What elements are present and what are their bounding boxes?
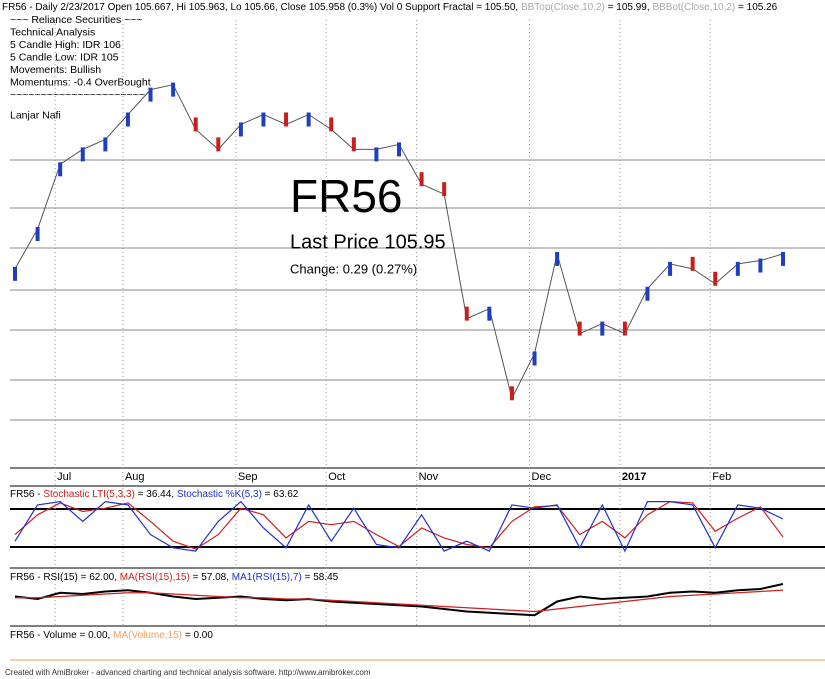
candle: [193, 117, 198, 132]
x-tick-label: Feb: [712, 471, 731, 483]
candle: [464, 306, 469, 321]
candle: [58, 162, 63, 177]
candle: [171, 82, 176, 97]
last-price: Last Price 105.95: [290, 231, 446, 253]
candle: [577, 321, 582, 336]
header-part: BBTop(Close,10,2): [521, 2, 605, 13]
annotation: Movements: Bullish: [10, 64, 101, 76]
candle: [600, 321, 605, 336]
header-part: = 57.08,: [190, 572, 232, 583]
header-part: FR56 - RSI(15) = 62.00,: [10, 572, 120, 583]
pane-header: FR56 - Stochastic LTI(5,3,3) = 36.44, St…: [10, 489, 299, 500]
pane-header: FR56 - Volume = 0.00, MA(Volume,15) = 0.…: [10, 630, 213, 641]
candle: [306, 112, 311, 127]
annotation: ~~~ Reliance Securities ~~~: [10, 14, 143, 26]
x-tick-label: Nov: [419, 471, 439, 483]
candle: [216, 137, 221, 152]
pane-header: FR56 - Daily 2/23/2017 Open 105.667, Hi …: [2, 2, 778, 13]
header-part: MA(Volume,15): [113, 630, 182, 641]
change: Change: 0.29 (0.27%): [290, 261, 417, 276]
candle: [442, 182, 447, 197]
candle: [781, 251, 785, 266]
header-part: Stochastic LTI(5,3,3): [43, 489, 135, 500]
annotation: 5 Candle Low: IDR 105: [10, 51, 119, 63]
candle: [419, 172, 424, 187]
header-part: MA1(RSI(15),7): [232, 572, 302, 583]
candle: [261, 112, 266, 127]
candle: [509, 386, 514, 401]
price-levels: [10, 159, 825, 421]
header-part: BBBot(Close,10,2): [652, 2, 735, 13]
candle: [13, 266, 17, 281]
candle: [622, 321, 627, 336]
x-tick-label: 2017: [622, 471, 646, 483]
pane-header: FR56 - RSI(15) = 62.00, MA(RSI(15),15) =…: [10, 572, 339, 583]
candle: [80, 147, 85, 162]
indicator-line: [14, 500, 784, 550]
annotation: 5 Candle High: IDR 106: [10, 39, 121, 51]
header-part: = 63.62: [262, 489, 299, 500]
candle: [555, 251, 560, 266]
candle: [397, 142, 401, 157]
indicator-line: [15, 589, 784, 613]
indicator-line: [14, 583, 784, 617]
header-part: = 58.45: [302, 572, 339, 583]
header-part: = 36.44,: [135, 489, 177, 500]
candle: [148, 87, 153, 102]
annotation: Momentums: -0.4 OverBought: [10, 76, 151, 88]
annotation: ~~~~~~~~~~~~~~~~~~~~~~: [10, 89, 145, 101]
candle: [645, 286, 650, 301]
candle: [758, 258, 763, 273]
candle: [668, 261, 673, 276]
candle: [374, 147, 379, 162]
candle: [351, 137, 356, 152]
candle: [735, 261, 740, 276]
header-part: FR56 - Volume = 0.00,: [10, 630, 113, 641]
x-tick-label: Oct: [328, 471, 345, 483]
candle: [487, 306, 492, 321]
candle: [532, 351, 537, 366]
footer: Created with AmiBroker - advanced charti…: [5, 668, 371, 677]
symbol: FR56: [290, 170, 402, 222]
annotation: Technical Analysis: [10, 26, 95, 38]
header-part: FR56 -: [10, 489, 43, 500]
indicator-line: [14, 500, 784, 553]
candle: [238, 122, 243, 137]
candle: [125, 112, 130, 127]
header-part: = 105.26: [735, 2, 777, 13]
header-part: = 105.99,: [605, 2, 653, 13]
x-tick-label: Sep: [238, 471, 258, 483]
pane-borders: [10, 467, 825, 661]
candle: [690, 256, 695, 271]
header-part: FR56 - Daily 2/23/2017 Open 105.667, Hi …: [2, 2, 521, 13]
annotation: Lanjar Nafi: [10, 109, 61, 121]
header-part: = 0.00: [182, 630, 213, 641]
candle: [35, 227, 40, 242]
header-part: Stochastic %K(5,3): [177, 489, 262, 500]
x-tick-label: Jul: [57, 471, 71, 483]
header-part: MA(RSI(15),15): [120, 572, 190, 583]
candle: [103, 137, 108, 152]
x-tick-label: Dec: [532, 471, 552, 483]
x-tick-label: Aug: [125, 471, 145, 483]
candle: [329, 117, 334, 132]
candle: [713, 271, 718, 286]
candle: [284, 112, 289, 127]
